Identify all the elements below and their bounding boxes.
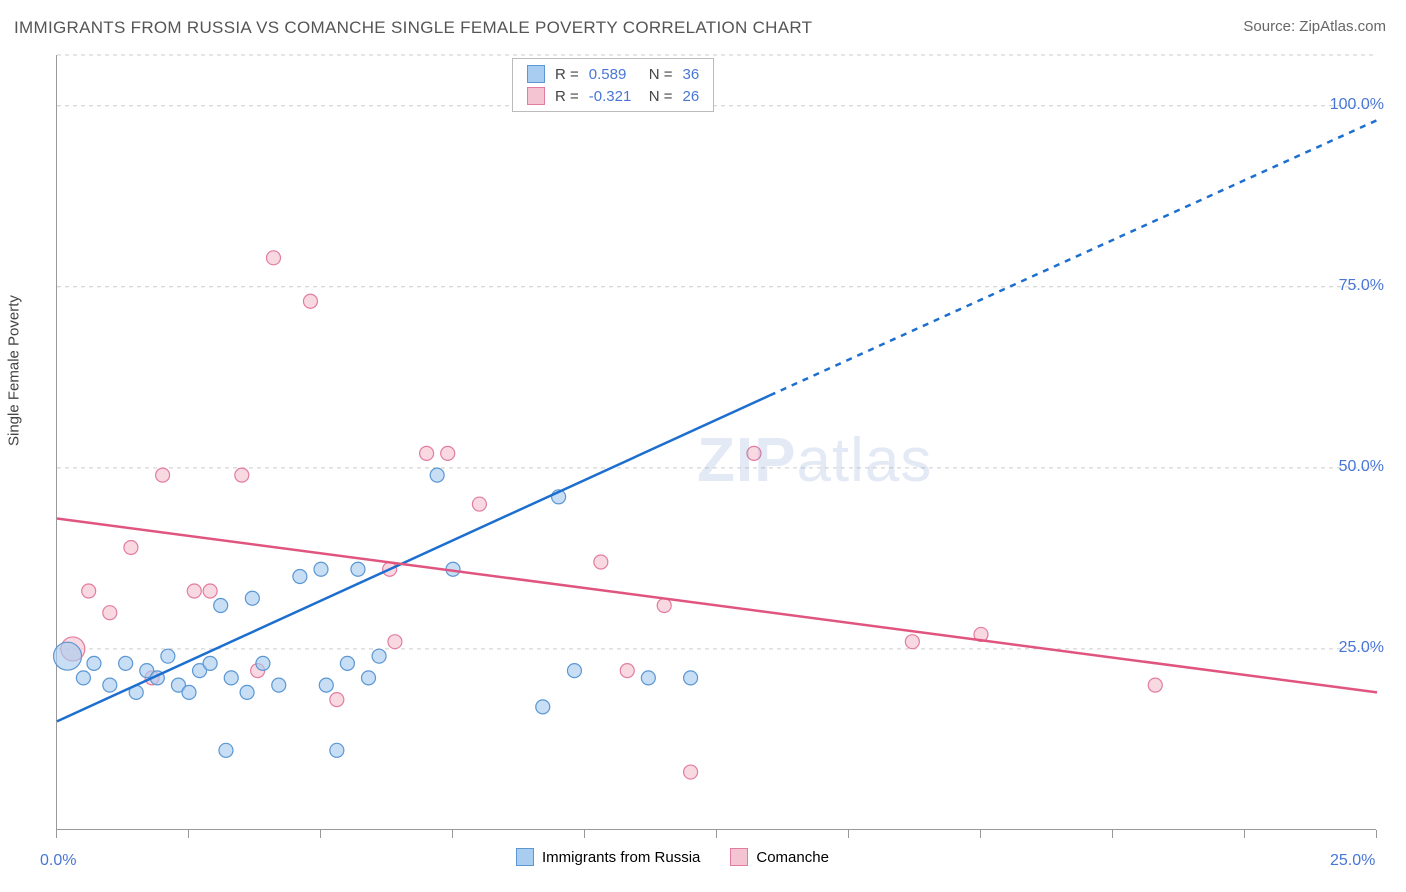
stats-legend: R = 0.589 N = 36 R = -0.321 N = 26	[512, 58, 714, 112]
plot-area: ZIPatlas R = 0.589 N = 36 R = -0.321 N =…	[56, 55, 1376, 830]
chart-container: IMMIGRANTS FROM RUSSIA VS COMANCHE SINGL…	[0, 0, 1406, 892]
legend-item-0: Immigrants from Russia	[516, 848, 700, 866]
n-label: N =	[649, 88, 673, 105]
y-tick-label: 50.0%	[1339, 458, 1384, 476]
x-tick	[1376, 830, 1377, 838]
x-tick	[1244, 830, 1245, 838]
x-tick	[584, 830, 585, 838]
y-tick-label: 100.0%	[1330, 96, 1384, 114]
n-value-0: 36	[683, 66, 700, 83]
source-attribution: Source: ZipAtlas.com	[1243, 18, 1386, 35]
n-label: N =	[649, 66, 673, 83]
x-tick-label-max: 25.0%	[1330, 852, 1375, 870]
x-tick	[1112, 830, 1113, 838]
legend-label-0: Immigrants from Russia	[542, 849, 700, 866]
r-label: R =	[555, 88, 579, 105]
x-tick	[848, 830, 849, 838]
n-value-1: 26	[683, 88, 700, 105]
y-tick-label: 25.0%	[1339, 639, 1384, 657]
r-label: R =	[555, 66, 579, 83]
chart-title: IMMIGRANTS FROM RUSSIA VS COMANCHE SINGL…	[14, 18, 812, 38]
source-value: ZipAtlas.com	[1299, 18, 1386, 35]
bottom-legend: Immigrants from Russia Comanche	[516, 848, 829, 866]
swatch-series-0	[527, 65, 545, 83]
x-tick	[320, 830, 321, 838]
legend-item-1: Comanche	[730, 848, 829, 866]
legend-label-1: Comanche	[756, 849, 829, 866]
legend-swatch-1	[730, 848, 748, 866]
y-tick-label: 75.0%	[1339, 277, 1384, 295]
x-tick	[452, 830, 453, 838]
legend-swatch-0	[516, 848, 534, 866]
x-tick	[716, 830, 717, 838]
r-value-0: 0.589	[589, 66, 639, 83]
scatter-plot-svg	[57, 55, 1376, 829]
x-tick	[980, 830, 981, 838]
r-value-1: -0.321	[589, 88, 639, 105]
swatch-series-1	[527, 87, 545, 105]
y-axis-label: Single Female Poverty	[6, 295, 23, 446]
x-tick	[56, 830, 57, 838]
x-tick	[188, 830, 189, 838]
stats-row-series-1: R = -0.321 N = 26	[527, 87, 699, 105]
stats-row-series-0: R = 0.589 N = 36	[527, 65, 699, 83]
source-label: Source:	[1243, 18, 1295, 35]
x-tick-label-min: 0.0%	[40, 852, 76, 870]
